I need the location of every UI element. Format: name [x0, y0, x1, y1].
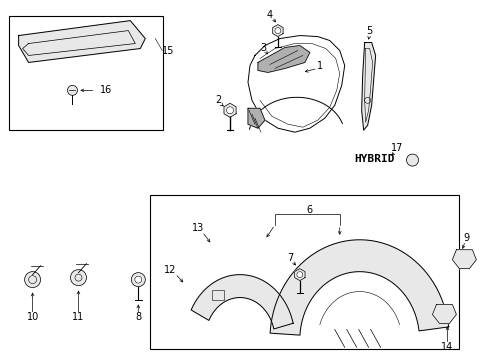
Text: HYBRID: HYBRID: [354, 154, 394, 164]
Text: 6: 6: [306, 205, 312, 215]
Circle shape: [131, 273, 145, 287]
Text: 10: 10: [26, 312, 39, 323]
Text: 2: 2: [215, 95, 221, 105]
Text: 9: 9: [462, 233, 468, 243]
Circle shape: [296, 272, 302, 278]
Text: 7: 7: [286, 253, 292, 263]
Text: 8: 8: [135, 312, 141, 323]
Polygon shape: [431, 305, 455, 323]
Polygon shape: [272, 24, 283, 37]
Text: 11: 11: [72, 312, 84, 323]
Polygon shape: [247, 36, 344, 132]
Bar: [212, 289, 224, 300]
Text: 5: 5: [366, 26, 372, 36]
Text: 12: 12: [163, 265, 176, 275]
Text: 13: 13: [192, 223, 204, 233]
Polygon shape: [247, 108, 264, 128]
Text: 4: 4: [266, 10, 272, 20]
Polygon shape: [258, 45, 309, 72]
Text: 17: 17: [390, 143, 403, 153]
Bar: [9, 15, 163, 130]
Polygon shape: [19, 21, 145, 62]
Bar: [150, 195, 458, 349]
Circle shape: [70, 270, 86, 285]
Polygon shape: [269, 240, 448, 335]
Polygon shape: [224, 103, 236, 117]
Text: 14: 14: [440, 342, 452, 352]
Text: 1: 1: [316, 62, 322, 71]
Text: 3: 3: [259, 42, 265, 53]
Circle shape: [67, 85, 77, 95]
Text: 15: 15: [162, 45, 174, 55]
Circle shape: [406, 154, 418, 166]
Circle shape: [135, 276, 142, 283]
Polygon shape: [361, 42, 375, 130]
Bar: [212, 289, 224, 300]
Polygon shape: [294, 269, 305, 280]
Circle shape: [274, 28, 280, 33]
Polygon shape: [191, 275, 292, 329]
Polygon shape: [451, 250, 475, 269]
Circle shape: [24, 272, 41, 288]
Text: 16: 16: [100, 85, 112, 95]
Circle shape: [226, 107, 233, 114]
